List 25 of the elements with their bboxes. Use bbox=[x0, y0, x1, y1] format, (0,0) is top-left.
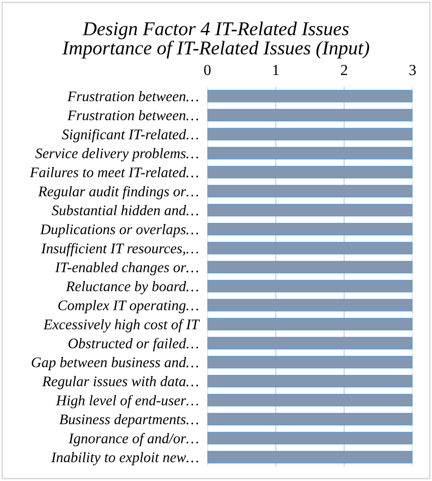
y-tick-label: Substantial hidden and… bbox=[52, 205, 198, 216]
y-tick-label: Obstructed or failed… bbox=[68, 338, 198, 352]
y-tick-label: IT-enabled changes or… bbox=[55, 262, 198, 276]
x-tick-label: 1 bbox=[273, 64, 279, 75]
y-tick-label: Insufficient IT resources,… bbox=[41, 242, 198, 256]
x-tick-label: 3 bbox=[409, 64, 416, 76]
y-tick-label: Regular audit findings or… bbox=[38, 186, 198, 200]
y-tick-label: Service delivery problems… bbox=[35, 148, 198, 162]
y-tick-label: Business departments… bbox=[59, 414, 198, 428]
x-tick-label: 0 bbox=[204, 64, 211, 76]
y-tick-label: High level of end-user… bbox=[56, 394, 198, 408]
y-tick-label: Ignorance of and/or… bbox=[68, 432, 198, 446]
y-tick-label: Gap between business and… bbox=[32, 357, 198, 370]
y-tick-label: Frustration between… bbox=[67, 91, 198, 102]
y-tick-label: Complex IT operating… bbox=[58, 300, 198, 314]
y-tick-label: Inability to exploit new… bbox=[51, 452, 198, 466]
y-tick-label: Significant IT-related… bbox=[62, 128, 198, 142]
y-tick-label: Failures to meet IT-related… bbox=[30, 167, 198, 178]
chart-title: Design Factor 4 IT-Related Issues Importance of IT-Related Issues (Input) bbox=[62, 22, 370, 58]
y-tick-label: Frustration between… bbox=[67, 110, 198, 120]
y-tick-label: Regular issues with data… bbox=[42, 376, 198, 390]
x-tick-label: 2 bbox=[341, 64, 348, 75]
y-tick-label: Duplications or overlaps… bbox=[40, 224, 198, 238]
y-tick-label: Excessively high cost of IT bbox=[43, 318, 200, 332]
y-tick-label: Reluctance by board… bbox=[66, 281, 198, 294]
